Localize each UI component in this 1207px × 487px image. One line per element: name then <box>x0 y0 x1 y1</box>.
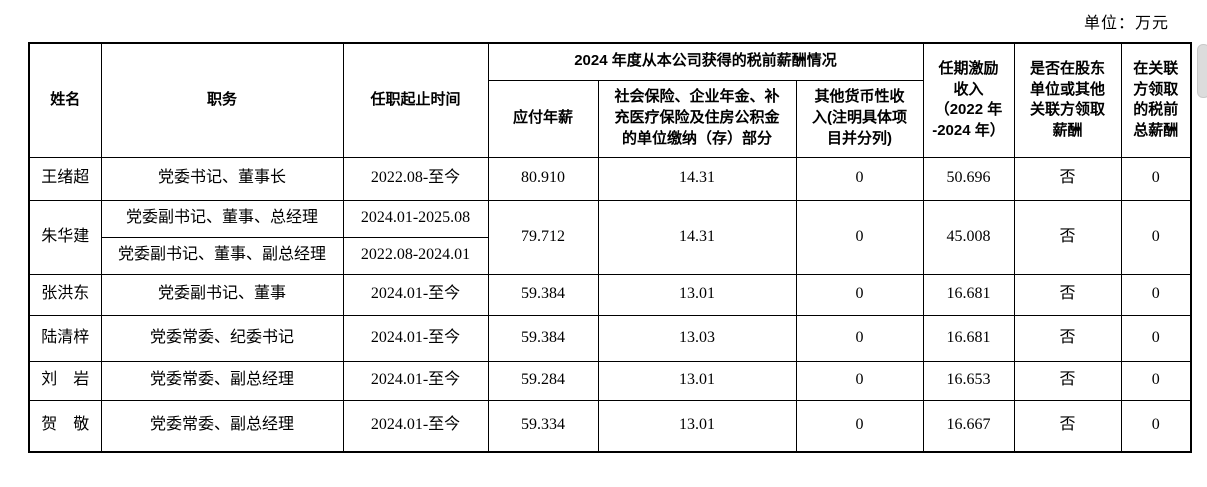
cell-social-insurance: 13.01 <box>597 399 797 453</box>
cell-other-income: 0 <box>795 199 924 275</box>
cell-shareholder-pay: 否 <box>1013 156 1122 201</box>
cell-name: 刘 岩 <box>28 360 102 401</box>
cell-social-insurance: 13.03 <box>597 314 797 362</box>
cell-position: 党委副书记、董事、副总经理 <box>100 236 344 275</box>
cell-other-income: 0 <box>795 360 924 401</box>
cell-related-party-pay: 0 <box>1120 314 1192 362</box>
cell-position: 党委副书记、董事、总经理 <box>100 199 344 238</box>
header-term-incentive: 任期激励 收入 （2022 年 -2024 年） <box>922 42 1015 158</box>
cell-name: 王绪超 <box>28 156 102 201</box>
cell-term-incentive: 16.681 <box>922 314 1015 362</box>
cell-related-party-pay: 0 <box>1120 156 1192 201</box>
cell-name: 贺 敬 <box>28 399 102 453</box>
header-other-income: 其他货币性收 入(注明具体项 目并分列) <box>795 79 924 158</box>
cell-term: 2022.08-至今 <box>342 156 489 201</box>
cell-name: 张洪东 <box>28 273 102 316</box>
header-term: 任职起止时间 <box>342 42 489 158</box>
cell-other-income: 0 <box>795 399 924 453</box>
cell-shareholder-pay: 否 <box>1013 360 1122 401</box>
cell-annual-salary: 59.384 <box>487 273 599 316</box>
cell-social-insurance: 14.31 <box>597 199 797 275</box>
header-related-party-pay: 在关联 方领取 的税前 总薪酬 <box>1120 42 1192 158</box>
cell-related-party-pay: 0 <box>1120 399 1192 453</box>
header-name: 姓名 <box>28 42 102 158</box>
cell-related-party-pay: 0 <box>1120 199 1192 275</box>
cell-term: 2024.01-至今 <box>342 273 489 316</box>
cell-shareholder-pay: 否 <box>1013 399 1122 453</box>
cell-shareholder-pay: 否 <box>1013 314 1122 362</box>
cell-other-income: 0 <box>795 314 924 362</box>
cell-position: 党委常委、副总经理 <box>100 360 344 401</box>
cell-related-party-pay: 0 <box>1120 360 1192 401</box>
cell-term: 2024.01-至今 <box>342 360 489 401</box>
compensation-table: 姓名 职务 任职起止时间 2024 年度从本公司获得的税前薪酬情况 任期激励 收… <box>28 42 1192 453</box>
cell-related-party-pay: 0 <box>1120 273 1192 316</box>
cell-social-insurance: 13.01 <box>597 273 797 316</box>
table-row: 党委副书记、董事、副总经理 2022.08-2024.01 <box>29 236 1191 275</box>
header-annual-salary: 应付年薪 <box>487 79 599 158</box>
header-comp-group: 2024 年度从本公司获得的税前薪酬情况 <box>487 42 924 81</box>
cell-annual-salary: 59.284 <box>487 360 599 401</box>
cell-term: 2024.01-至今 <box>342 399 489 453</box>
cell-social-insurance: 14.31 <box>597 156 797 201</box>
cell-term: 2024.01-2025.08 <box>342 199 489 238</box>
cell-position: 党委常委、纪委书记 <box>100 314 344 362</box>
cell-name: 朱华建 <box>28 199 102 275</box>
cell-shareholder-pay: 否 <box>1013 199 1122 275</box>
header-social-insurance: 社会保险、企业年金、补 充医疗保险及住房公积金 的单位缴纳（存）部分 <box>597 79 797 158</box>
table-row: 朱华建 党委副书记、董事、总经理 2024.01-2025.08 79.712 … <box>28 199 1192 275</box>
cell-position: 党委常委、副总经理 <box>100 399 344 453</box>
unit-label: 单位：万元 <box>1084 15 1170 32</box>
cell-term-incentive: 45.008 <box>922 199 1015 275</box>
cell-position: 党委书记、董事长 <box>100 156 344 201</box>
header-shareholder-pay: 是否在股东 单位或其他 关联方领取 薪酬 <box>1013 42 1122 158</box>
cell-term-incentive: 16.681 <box>922 273 1015 316</box>
cell-annual-salary: 80.910 <box>487 156 599 201</box>
cell-name: 陆清梓 <box>28 314 102 362</box>
cell-term: 2022.08-2024.01 <box>342 236 489 275</box>
cell-annual-salary: 59.384 <box>487 314 599 362</box>
cell-term: 2024.01-至今 <box>342 314 489 362</box>
table-row: 王绪超 党委书记、董事长 2022.08-至今 80.910 14.31 0 5… <box>28 156 1192 201</box>
header-row-sub: 应付年薪 社会保险、企业年金、补 充医疗保险及住房公积金 的单位缴纳（存）部分 … <box>29 79 1191 158</box>
cell-shareholder-pay: 否 <box>1013 273 1122 316</box>
cell-term-incentive: 16.667 <box>922 399 1015 453</box>
table-row: 刘 岩 党委常委、副总经理 2024.01-至今 59.284 13.01 0 … <box>28 360 1192 401</box>
cell-social-insurance: 13.01 <box>597 360 797 401</box>
cell-annual-salary: 79.712 <box>487 199 599 275</box>
header-position: 职务 <box>100 42 344 158</box>
cell-term-incentive: 16.653 <box>922 360 1015 401</box>
cell-position: 党委副书记、董事 <box>100 273 344 316</box>
cell-annual-salary: 59.334 <box>487 399 599 453</box>
cell-other-income: 0 <box>795 156 924 201</box>
scrollbar-thumb[interactable] <box>1197 44 1207 98</box>
table-row: 贺 敬 党委常委、副总经理 2024.01-至今 59.334 13.01 0 … <box>28 399 1192 453</box>
cell-other-income: 0 <box>795 273 924 316</box>
table-row: 陆清梓 党委常委、纪委书记 2024.01-至今 59.384 13.03 0 … <box>28 314 1192 362</box>
table-row: 张洪东 党委副书记、董事 2024.01-至今 59.384 13.01 0 1… <box>28 273 1192 316</box>
header-row-group: 姓名 职务 任职起止时间 2024 年度从本公司获得的税前薪酬情况 任期激励 收… <box>28 42 1192 158</box>
cell-term-incentive: 50.696 <box>922 156 1015 201</box>
